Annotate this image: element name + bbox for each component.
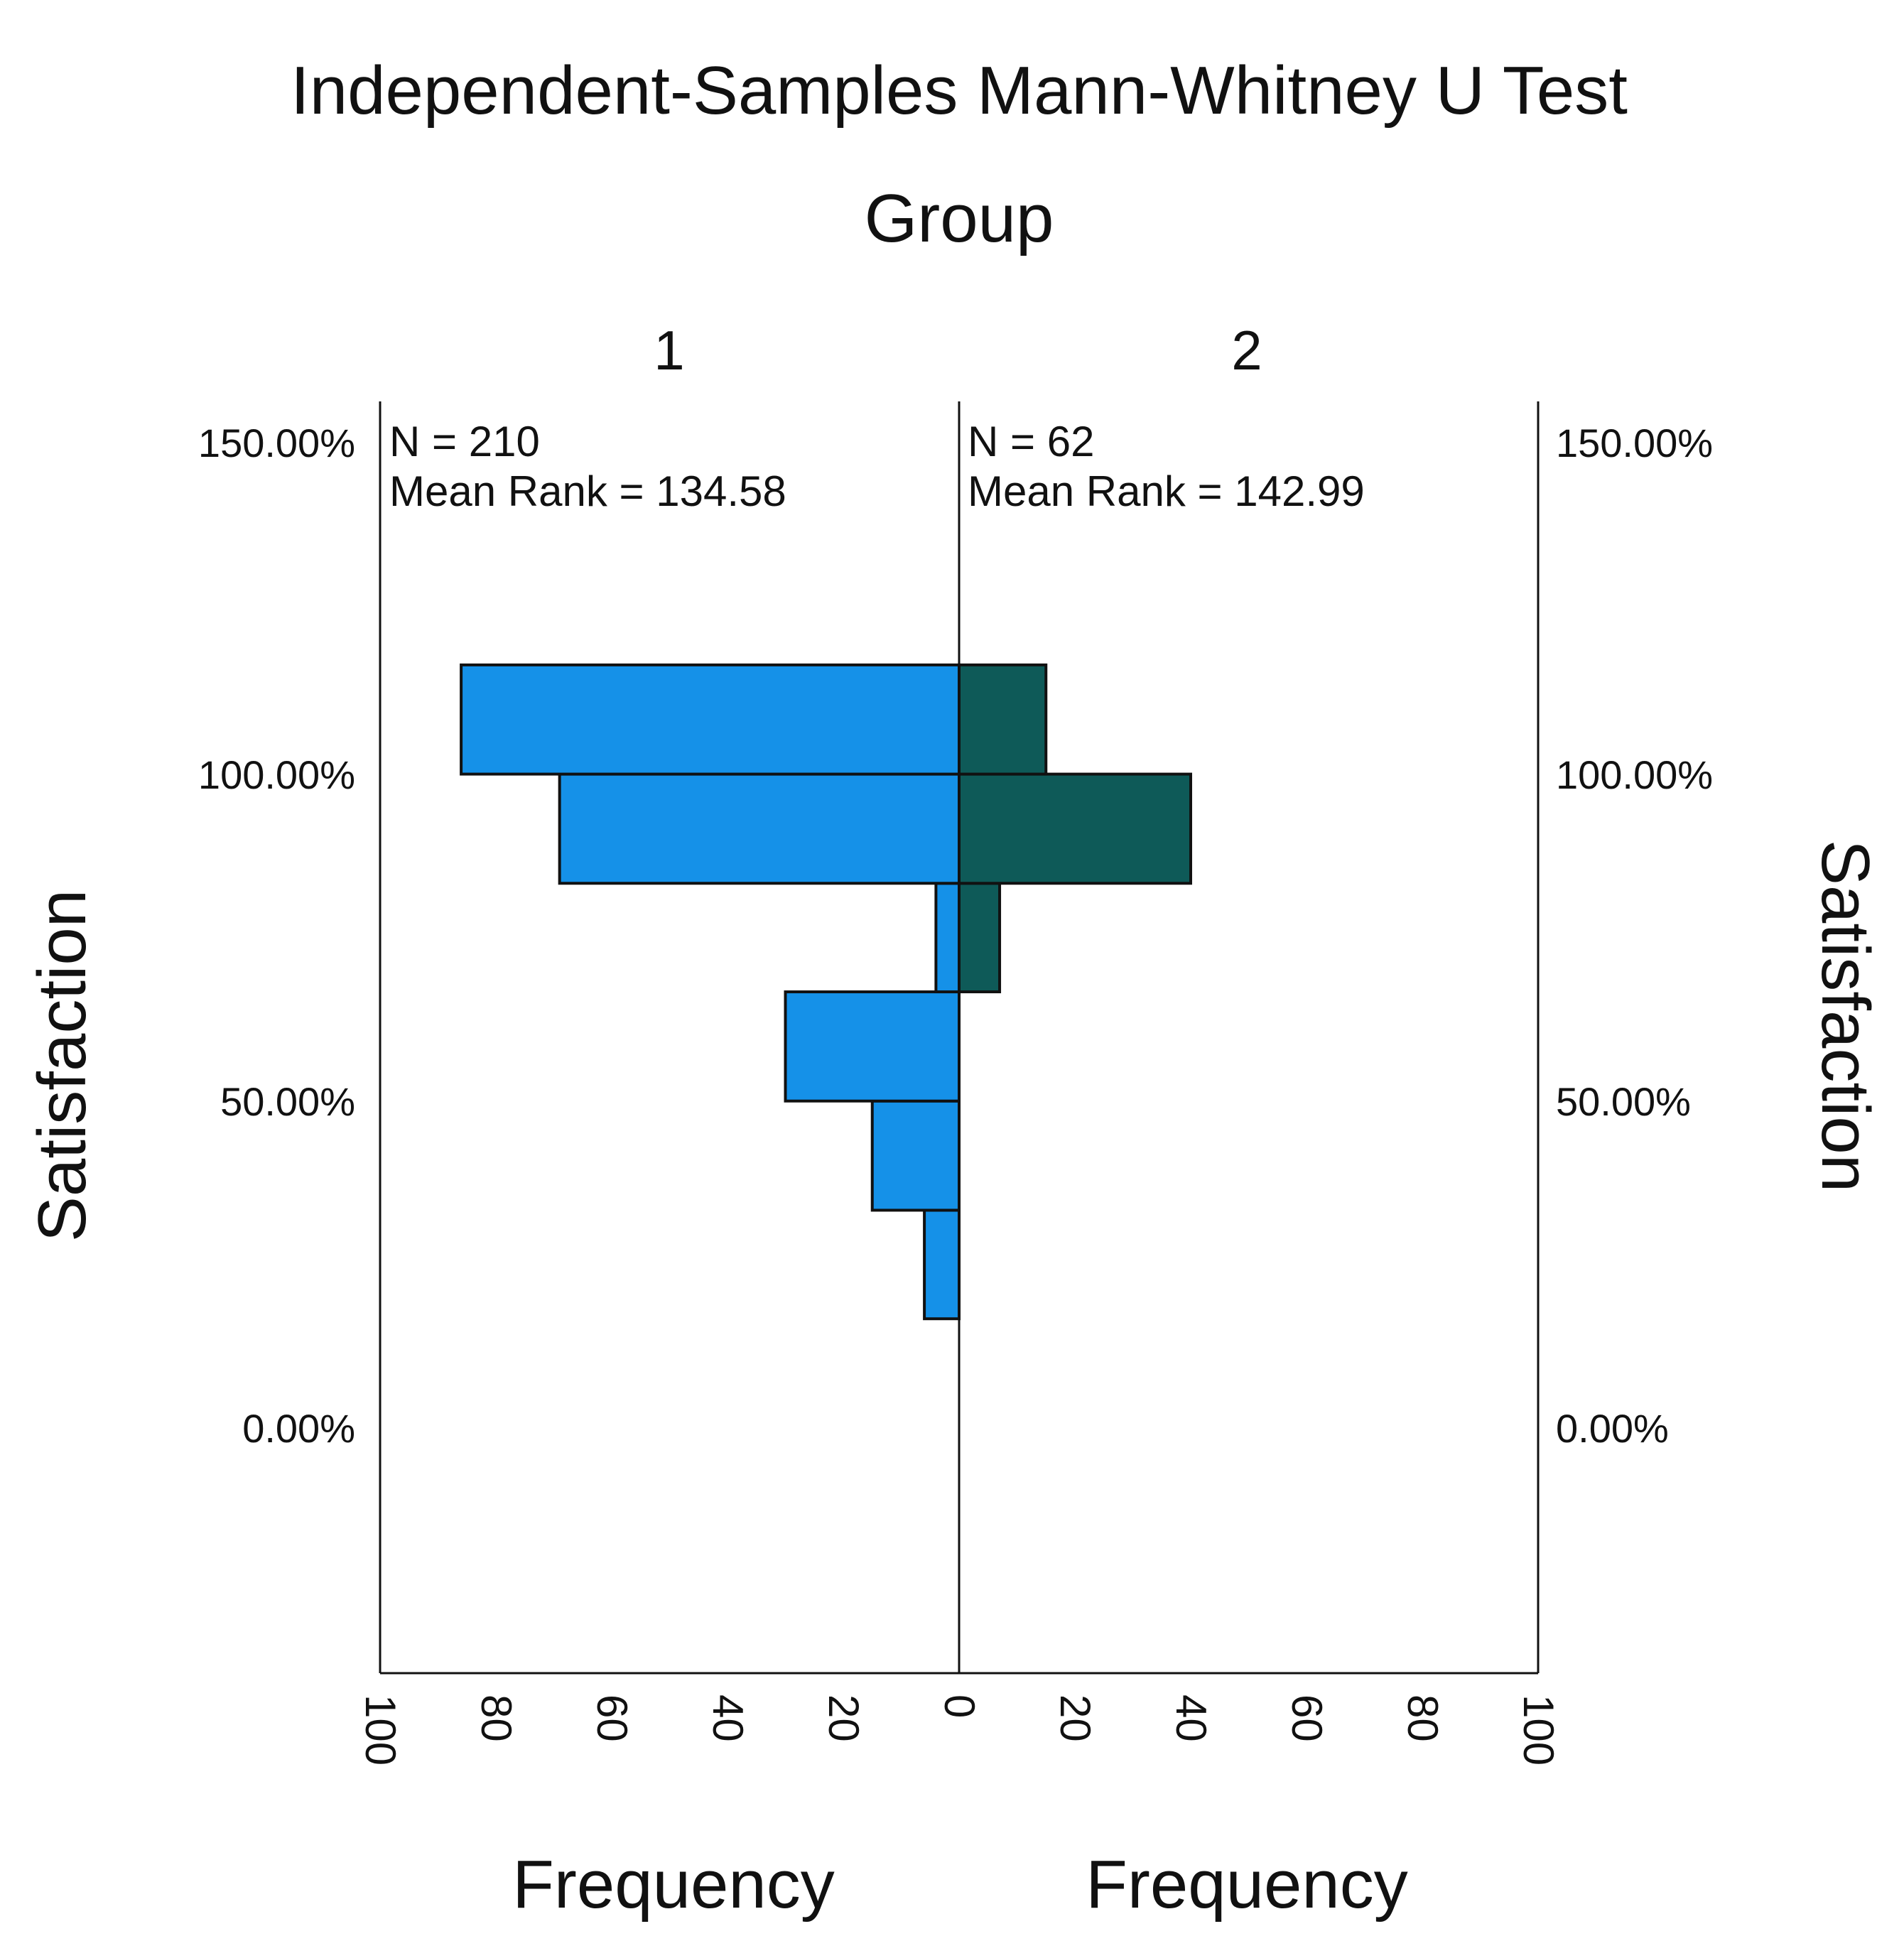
x-tick-6: 20 [1051,1694,1099,1742]
x-tick-7: 40 [1167,1694,1215,1742]
y-tick-left-0: 0.00% [242,1406,355,1451]
y-axis-title-left: Satisfaction [24,890,100,1242]
x-tick-3: 40 [704,1694,752,1742]
y-tick-right-3: 150.00% [1556,421,1713,465]
x-tick-2: 60 [588,1694,636,1742]
bar-group1-bin-5 [460,663,961,776]
n-annotation-2: N = 62 [968,418,1094,465]
x-tick-0: 100 [357,1694,404,1766]
group-label-2: 2 [1231,319,1262,382]
x-axis-title-left: Frequency [512,1847,835,1923]
group-label-1: 1 [654,319,684,382]
x-axis-title-right: Frequency [1086,1847,1408,1923]
bar-group2-bin-1 [958,772,1192,885]
mean-rank-annotation-1: Mean Rank = 134.58 [389,467,786,515]
x-tick-8: 60 [1283,1694,1331,1742]
y-tick-left-2: 100.00% [198,752,355,797]
y-tick-right-2: 100.00% [1556,752,1713,797]
y-tick-right-0: 0.00% [1556,1406,1669,1451]
mean-rank-annotation-2: Mean Rank = 142.99 [968,467,1365,515]
bar-group1-bin-0 [923,1209,961,1321]
bar-group1-bin-4 [558,772,961,885]
bar-group1-bin-2 [784,990,961,1103]
group-axis-title: Group [865,180,1054,256]
x-tick-9: 80 [1399,1694,1446,1742]
bar-group1-bin-1 [870,1099,961,1212]
bar-group1-bin-3 [934,882,961,994]
x-tick-labels: 100 80 60 40 20 0 20 40 60 80 100 [357,1694,1562,1766]
x-tick-5: 0 [936,1694,983,1718]
y-tick-left-1: 50.00% [220,1079,355,1124]
bar-group2-bin-2 [958,663,1048,776]
bar-group2-bin-0 [958,882,1002,994]
y-tick-right-1: 50.00% [1556,1079,1691,1124]
chart-title: Independent-Samples Mann-Whitney U Test [291,53,1628,129]
x-tick-4: 20 [820,1694,867,1742]
y-tick-left-3: 150.00% [198,421,355,465]
y-axis-title-right: Satisfaction [1807,840,1883,1192]
n-annotation-1: N = 210 [389,418,540,465]
histogram-bars [460,663,1192,1321]
x-tick-10: 100 [1515,1694,1562,1766]
x-tick-1: 80 [472,1694,520,1742]
